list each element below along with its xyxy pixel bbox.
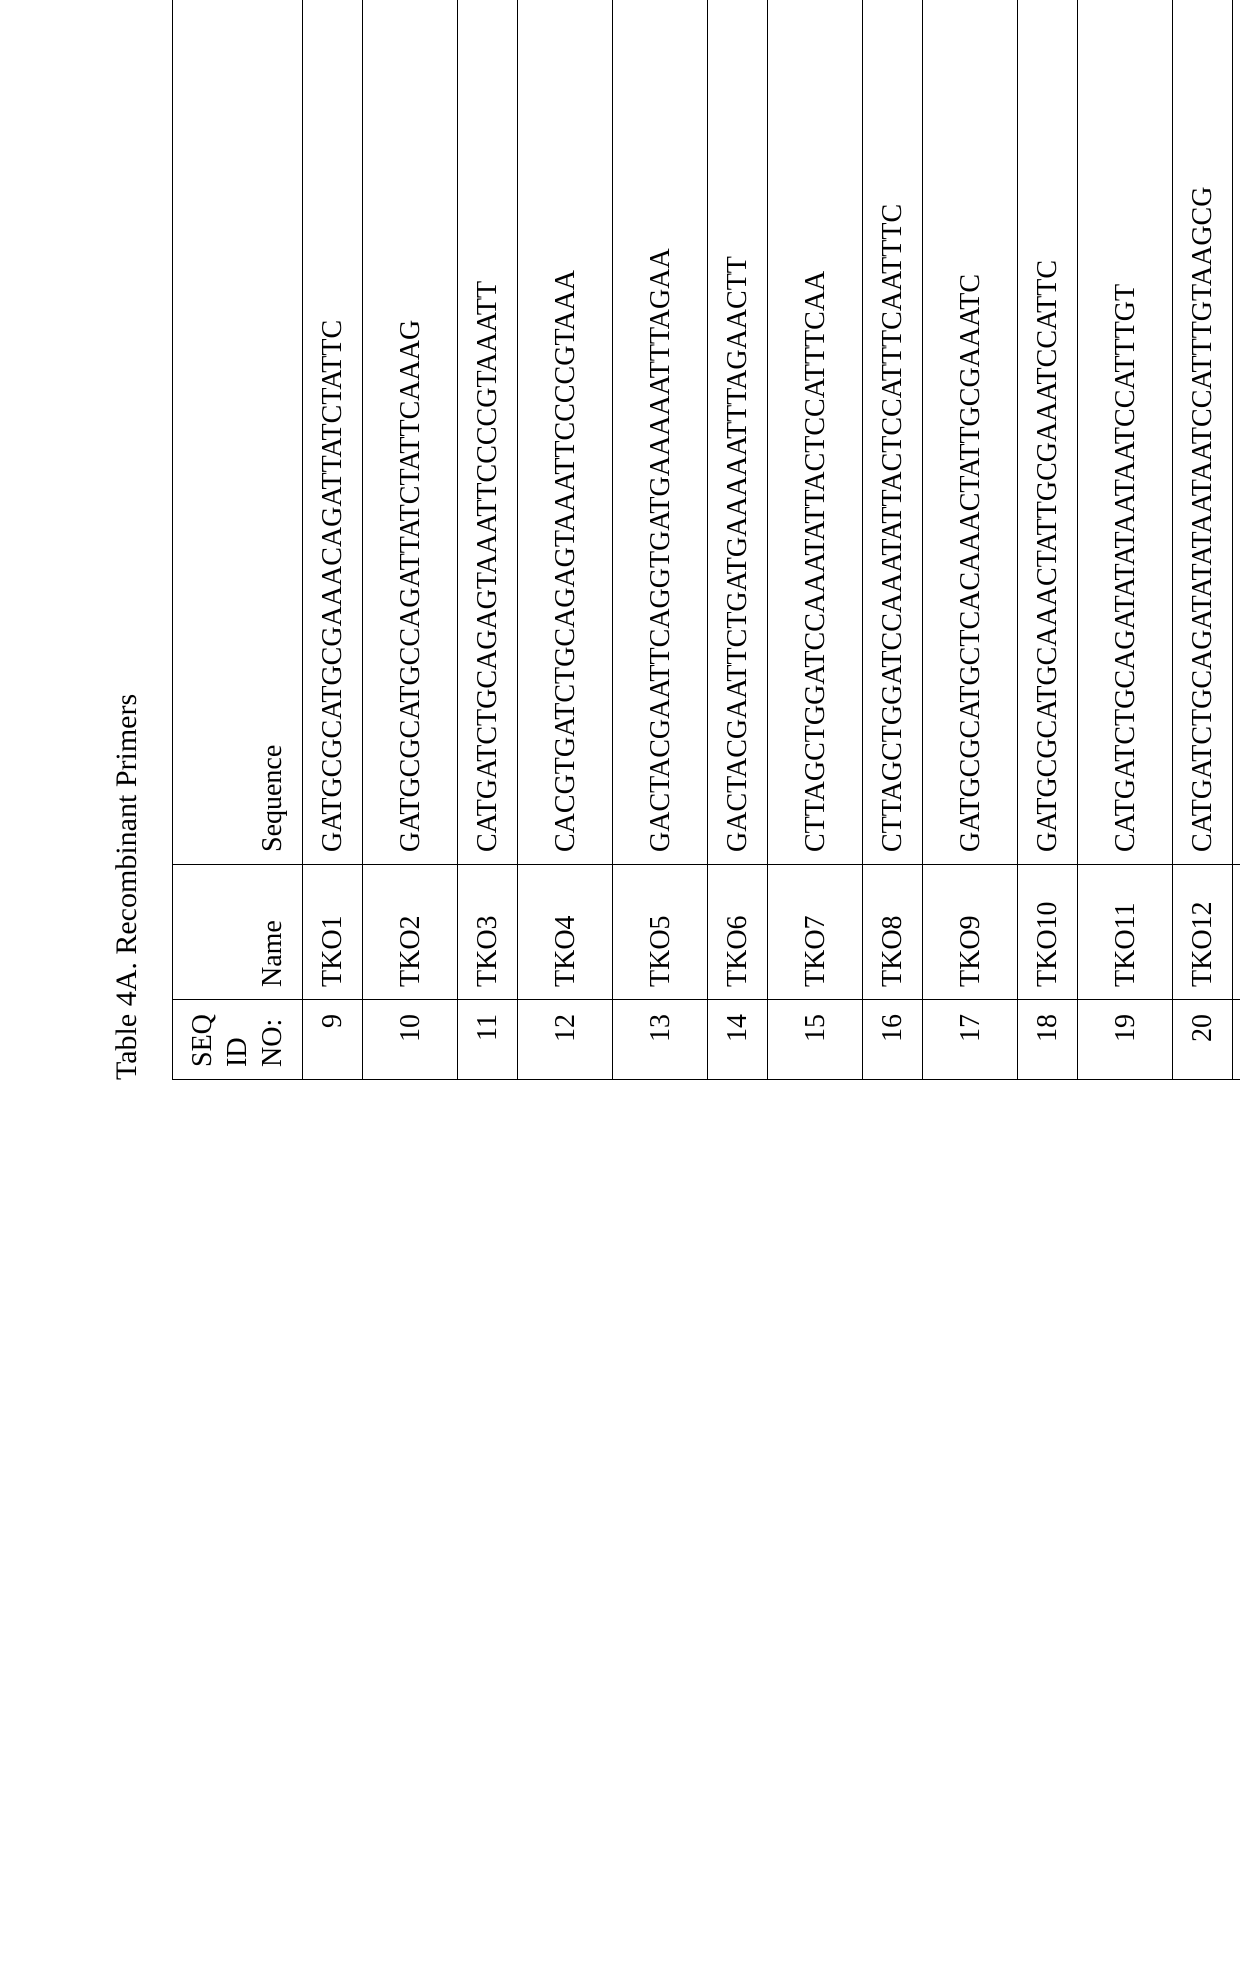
- cell-seq: 15: [768, 1000, 863, 1080]
- table-row: 21 TKO13 GTGTTACGATAGCAAATGCA First sens…: [1233, 0, 1240, 1080]
- cell-sequence: GATGCGCATGCTCACAAACTATTGCGAAATC: [923, 0, 1018, 865]
- primers-table: SEQ ID NO: Name Sequence Description 9 T…: [172, 0, 1240, 1080]
- cell-sequence: GACTACGAATTCTGATGAAAAATTTAGAACTT: [708, 0, 768, 865]
- cell-seq: 9: [303, 1000, 363, 1080]
- cell-name: TKO2: [363, 865, 458, 1000]
- cell-name: TKO5: [613, 865, 708, 1000]
- page-rotated-container: Table 4A. Recombinant Primers SEQ ID NO:…: [0, 0, 1240, 1240]
- cell-name: TKO10: [1018, 865, 1078, 1000]
- cell-seq: 21: [1233, 1000, 1240, 1080]
- table-row: 13 TKO5 GACTACGAATTCAGGTGATGAAAAATTTAGAA…: [613, 0, 708, 1080]
- cell-name: TKO9: [923, 865, 1018, 1000]
- table-row: 18 TKO10 GATGCGCATGCAAACTATTGCGAAATCCATT…: [1018, 0, 1078, 1080]
- cell-name: TKO13: [1233, 865, 1240, 1000]
- cell-seq: 13: [613, 1000, 708, 1080]
- cell-seq: 11: [458, 1000, 518, 1080]
- cell-sequence: CATGATCTGCAGAGTAAATTCCCCGTAAATT: [458, 0, 518, 865]
- cell-name: TKO11: [1078, 865, 1173, 1000]
- cell-name: TKO8: [863, 865, 923, 1000]
- cell-sequence: CATGATCTGCAGATATATAATAATCCATTTGTAAGCG: [1173, 0, 1233, 865]
- table-row: 19 TKO11 CATGATCTGCAGATATATAATAATCCATTTG…: [1078, 0, 1173, 1080]
- table-row: 20 TKO12 CATGATCTGCAGATATATAATAATCCATTTG…: [1173, 0, 1233, 1080]
- cell-seq: 17: [923, 1000, 1018, 1080]
- cell-sequence: CTTAGCTGGATCCAAATATTACTCCATTTCAATTTC: [863, 0, 923, 865]
- col-header-seq: SEQ ID NO:: [173, 1000, 303, 1080]
- cell-seq: 16: [863, 1000, 923, 1080]
- cell-seq: 10: [363, 1000, 458, 1080]
- table-title: Table 4A. Recombinant Primers: [110, 0, 144, 1080]
- cell-name: TKO6: [708, 865, 768, 1000]
- cell-sequence: CATGATCTGCAGATATATAATAATCCATTTGT: [1078, 0, 1173, 865]
- cell-sequence: CACGTGATCTGCAGAGTAAATTCCCCGTAAA: [518, 0, 613, 865]
- table-row: 10 TKO2 GATGCGCATGCCAGATTATCTATTCAAAG Le…: [363, 0, 458, 1080]
- table-row: 17 TKO9 GATGCGCATGCTCACAAACTATTGCGAAATC …: [923, 0, 1018, 1080]
- table-row: 11 TKO3 CATGATCTGCAGAGTAAATTCCCCGTAAATT …: [458, 0, 518, 1080]
- cell-seq: 14: [708, 1000, 768, 1080]
- cell-sequence: GATGCGCATGCAAACTATTGCGAAATCCATTC: [1018, 0, 1078, 865]
- cell-sequence: GATGCGCATGCGAAACAGATTATCTATTC: [303, 0, 363, 865]
- cell-sequence: CTTAGCTGGATCCAAATATTACTCCATTTCAA: [768, 0, 863, 865]
- col-header-name: Name: [173, 865, 303, 1000]
- table-header-row: SEQ ID NO: Name Sequence Description: [173, 0, 303, 1080]
- cell-seq: 20: [1173, 1000, 1233, 1080]
- cell-seq: 19: [1078, 1000, 1173, 1080]
- table-row: 9 TKO1 GATGCGCATGCGAAACAGATTATCTATTC Leu…: [303, 0, 363, 1080]
- cell-name: TKO4: [518, 865, 613, 1000]
- cell-seq: 18: [1018, 1000, 1078, 1080]
- table-row: 14 TKO6 GACTACGAATTCTGATGAAAAATTTAGAACTT…: [708, 0, 768, 1080]
- cell-name: TKO12: [1173, 865, 1233, 1000]
- table-row: 12 TKO4 CACGTGATCTGCAGAGTAAATTCCCCGTAAA …: [518, 0, 613, 1080]
- table-row: 16 TKO8 CTTAGCTGGATCCAAATATTACTCCATTTCAA…: [863, 0, 923, 1080]
- cell-sequence: GACTACGAATTCAGGTGATGAAAAATTTAGAA: [613, 0, 708, 865]
- cell-sequence: GATGCGCATGCCAGATTATCTATTCAAAG: [363, 0, 458, 865]
- table-row: 15 TKO7 CTTAGCTGGATCCAAATATTACTCCATTTCAA…: [768, 0, 863, 1080]
- cell-name: TKO3: [458, 865, 518, 1000]
- cell-name: TKO7: [768, 865, 863, 1000]
- col-header-sequence: Sequence: [173, 0, 303, 865]
- cell-name: TKO1: [303, 865, 363, 1000]
- cell-sequence: GTGTTACGATAGCAAATGCA: [1233, 0, 1240, 865]
- cell-seq: 12: [518, 1000, 613, 1080]
